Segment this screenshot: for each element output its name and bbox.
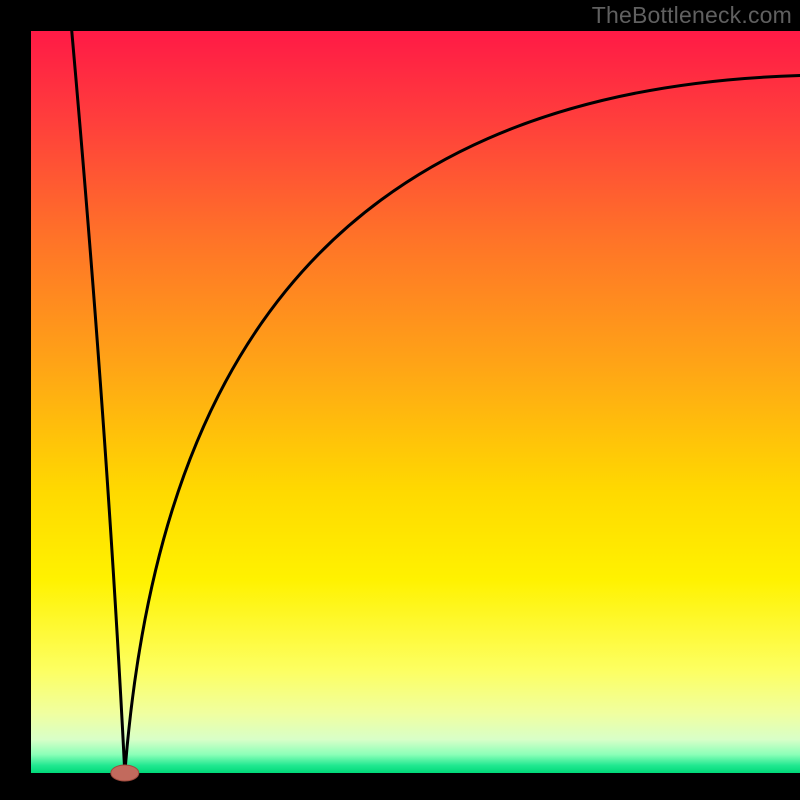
chart-background-gradient [31,31,800,773]
watermark-text: TheBottleneck.com [592,2,792,29]
bottleneck-chart-svg [0,0,800,800]
chart-container: TheBottleneck.com [0,0,800,800]
optimal-point-marker [111,765,139,781]
